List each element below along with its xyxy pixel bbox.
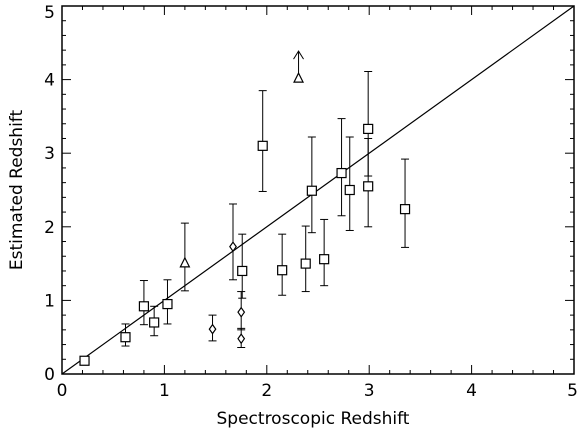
triangle-marker (293, 71, 305, 83)
square-marker (149, 317, 160, 328)
x-axis-title: Spectroscopic Redshift (217, 409, 410, 429)
diamond-marker (208, 323, 217, 335)
x-tick-label: 5 (567, 381, 578, 401)
square-marker (363, 123, 374, 135)
square-marker (306, 185, 317, 196)
y-tick-label: 4 (44, 71, 55, 91)
square-marker (162, 298, 173, 310)
square-marker (120, 332, 131, 343)
y-tick-label: 0 (44, 365, 55, 385)
square-marker (277, 265, 288, 276)
plot-marks (61, 5, 575, 375)
square-marker (399, 204, 411, 215)
diamond-marker (237, 306, 246, 318)
y-tick-label: 2 (44, 218, 55, 238)
square-marker (79, 355, 90, 366)
square-marker (319, 254, 330, 265)
diamond-marker (237, 333, 246, 345)
diamond-marker (229, 241, 237, 253)
square-marker (336, 167, 347, 179)
square-marker (363, 181, 374, 192)
x-tick-label: 4 (466, 381, 477, 401)
x-tick-label: 3 (364, 381, 375, 401)
lower-limit-arrowhead (293, 50, 304, 60)
square-marker (300, 258, 311, 269)
square-marker (344, 184, 355, 196)
square-marker (257, 140, 268, 151)
plot-frame (61, 5, 575, 375)
y-tick-label: 5 (44, 3, 55, 23)
x-tick-label: 0 (57, 381, 68, 401)
y-tick-label: 1 (44, 291, 55, 311)
plot-axes: 0 1 2 3 4 5 0 1 2 3 4 5 (44, 3, 578, 401)
y-tick-label: 3 (44, 144, 55, 164)
x-tick-label: 1 (159, 381, 170, 401)
x-tick-label: 2 (261, 381, 272, 401)
triangle-marker (179, 256, 191, 268)
square-marker (138, 301, 150, 312)
y-axis-title: Estimated Redshift (7, 110, 27, 271)
square-marker (237, 265, 248, 277)
one-to-one-line (61, 5, 575, 375)
